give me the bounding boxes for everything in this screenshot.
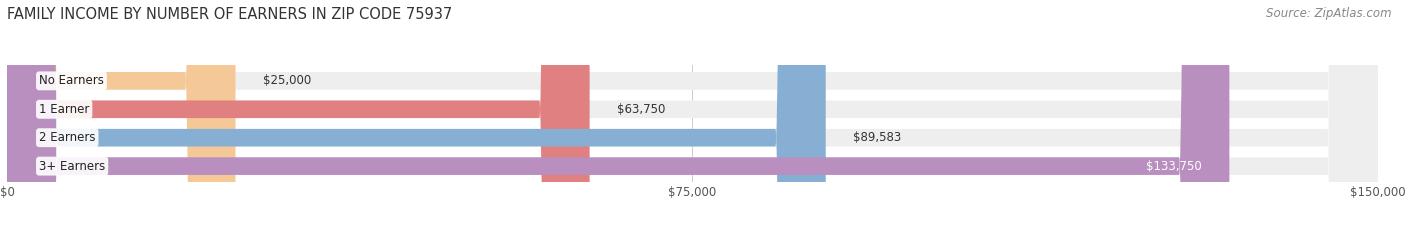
Text: 3+ Earners: 3+ Earners: [39, 160, 105, 173]
FancyBboxPatch shape: [7, 0, 1378, 233]
Text: No Earners: No Earners: [39, 74, 104, 87]
FancyBboxPatch shape: [7, 0, 1229, 233]
Text: Source: ZipAtlas.com: Source: ZipAtlas.com: [1267, 7, 1392, 20]
Text: $63,750: $63,750: [617, 103, 665, 116]
Text: 1 Earner: 1 Earner: [39, 103, 90, 116]
FancyBboxPatch shape: [7, 0, 589, 233]
Text: FAMILY INCOME BY NUMBER OF EARNERS IN ZIP CODE 75937: FAMILY INCOME BY NUMBER OF EARNERS IN ZI…: [7, 7, 453, 22]
FancyBboxPatch shape: [7, 0, 1378, 233]
FancyBboxPatch shape: [7, 0, 825, 233]
Text: $89,583: $89,583: [853, 131, 901, 144]
FancyBboxPatch shape: [7, 0, 236, 233]
FancyBboxPatch shape: [7, 0, 1378, 233]
FancyBboxPatch shape: [7, 0, 1378, 233]
Text: 2 Earners: 2 Earners: [39, 131, 96, 144]
Text: $25,000: $25,000: [263, 74, 311, 87]
Text: $133,750: $133,750: [1146, 160, 1202, 173]
